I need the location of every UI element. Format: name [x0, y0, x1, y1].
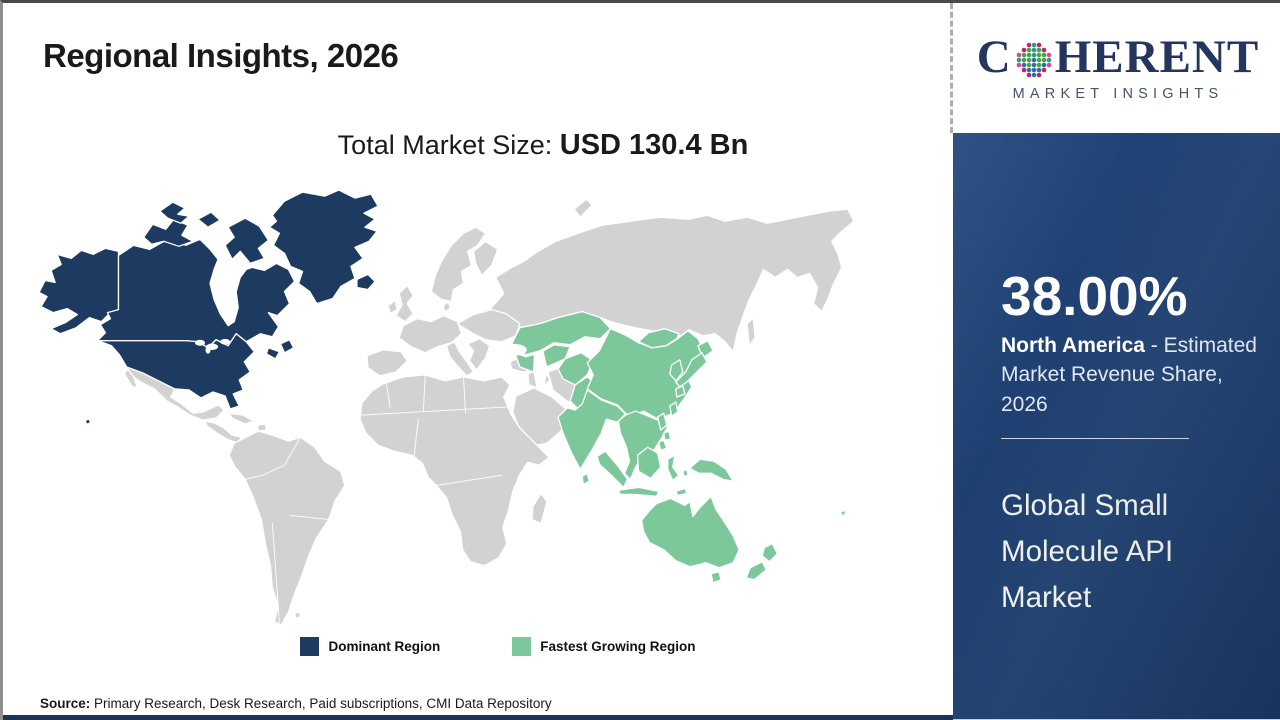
company-logo: C HERENT MARKET INSIGHTS	[950, 3, 1280, 133]
stat-divider	[1001, 438, 1189, 440]
source-text: Primary Research, Desk Research, Paid su…	[90, 696, 552, 711]
region-asia-pacific	[511, 310, 847, 584]
stat-value: 38.00%	[1001, 265, 1188, 327]
source-note: Source: Primary Research, Desk Research,…	[40, 696, 552, 711]
map-legend: Dominant Region Fastest Growing Region	[73, 637, 923, 656]
country-border-lines	[244, 374, 508, 625]
stat-description: North America - Estimated Market Revenue…	[1001, 331, 1265, 420]
page-title: Regional Insights, 2026	[43, 37, 399, 74]
region-rest-of-world	[123, 198, 855, 626]
legend-item-dominant: Dominant Region	[300, 637, 440, 656]
world-map-svg	[38, 189, 855, 626]
total-market-size: Total Market Size: USD 130.4 Bn	[143, 129, 943, 162]
stat-metric: - Estimated Market Revenue Share, 2026	[1001, 333, 1257, 416]
stat-region: North America	[1001, 333, 1145, 357]
legend-swatch-fastest-growing	[512, 637, 532, 656]
logo-wordmark: C HERENT	[977, 34, 1259, 81]
legend-swatch-dominant	[300, 637, 320, 656]
water-overlays	[194, 273, 548, 390]
total-market-size-value: USD 130.4 Bn	[559, 129, 749, 161]
legend-label-fastest-growing: Fastest Growing Region	[540, 639, 696, 654]
source-label: Source:	[40, 696, 91, 711]
world-map	[31, 175, 886, 627]
legend-label-dominant: Dominant Region	[328, 639, 441, 654]
dashed-divider	[950, 3, 953, 133]
total-market-size-label: Total Market Size:	[337, 130, 560, 160]
region-north-america	[38, 189, 379, 425]
bottom-accent-bar	[3, 715, 953, 720]
logo-letter-c: C	[976, 31, 1012, 83]
logo-globe-icon	[1016, 42, 1052, 77]
market-title: Global Small Molecule API Market	[1001, 489, 1174, 615]
legend-item-fastest-growing: Fastest Growing Region	[512, 637, 696, 656]
logo-letters-rest: HERENT	[1054, 31, 1260, 83]
logo-tagline: MARKET INSIGHTS	[1012, 86, 1224, 102]
sidebar-panel: 38.00% North America - Estimated Market …	[953, 133, 1280, 720]
sidebar: C HERENT MARKET INSIGHTS 38.00%	[950, 3, 1280, 720]
